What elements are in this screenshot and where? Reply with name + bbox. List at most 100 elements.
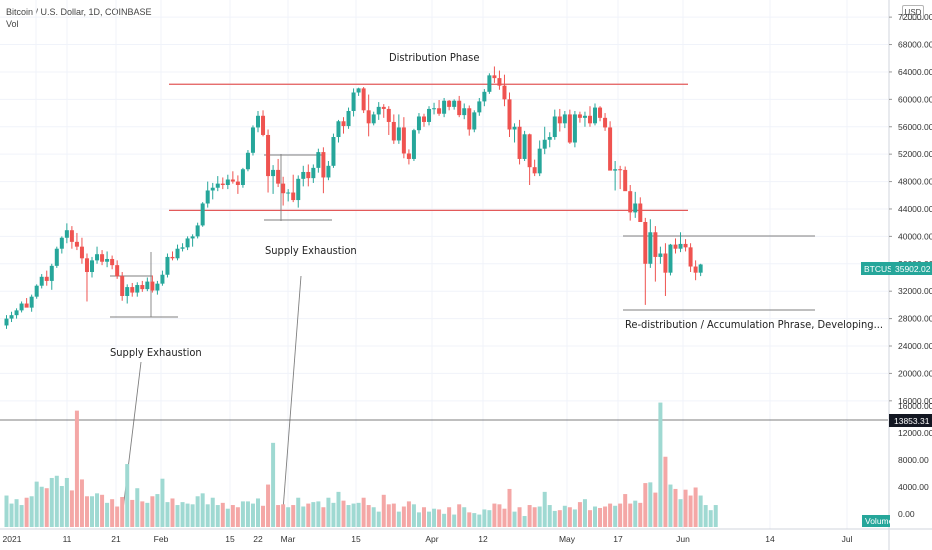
volume-bar-86 bbox=[437, 509, 442, 527]
candle-body-76 bbox=[386, 108, 391, 122]
volume-bar-22 bbox=[115, 506, 120, 527]
volume-bar-17 bbox=[90, 496, 95, 527]
volume-bar-106 bbox=[537, 506, 542, 527]
candle-body-125 bbox=[633, 203, 638, 213]
volume-bar-116 bbox=[587, 510, 592, 527]
volume-bar-121 bbox=[613, 505, 618, 527]
volume-bar-97 bbox=[492, 503, 497, 527]
candlesticks bbox=[4, 66, 703, 329]
volume-bar-25 bbox=[130, 499, 135, 527]
volume-bar-105 bbox=[532, 507, 537, 527]
candle-body-27 bbox=[140, 285, 145, 290]
price-tick-label-8: 40000.00 bbox=[898, 231, 932, 241]
candle-body-28 bbox=[145, 281, 150, 290]
volume-bar-44 bbox=[225, 508, 230, 527]
candle-body-24 bbox=[125, 287, 130, 296]
candle-body-68 bbox=[346, 110, 351, 127]
candle-body-39 bbox=[200, 203, 205, 226]
volume-bar-2 bbox=[14, 499, 19, 527]
volume-indicator-label[interactable]: Vol bbox=[6, 19, 19, 29]
volume-tick-label-0: 16000.00 bbox=[898, 401, 932, 411]
volume-bar-94 bbox=[477, 514, 482, 527]
candle-body-50 bbox=[256, 115, 260, 128]
currency-button[interactable]: USD bbox=[902, 5, 924, 20]
candle-body-73 bbox=[371, 114, 376, 124]
time-tick-label-5: 22 bbox=[253, 534, 263, 544]
candle-body-75 bbox=[381, 106, 386, 109]
candle-body-111 bbox=[562, 114, 567, 124]
volume-bar-81 bbox=[411, 504, 416, 527]
volume-bar-110 bbox=[557, 510, 562, 527]
candle-body-48 bbox=[245, 152, 250, 170]
candle-body-133 bbox=[673, 244, 678, 249]
candle-body-8 bbox=[44, 276, 49, 281]
time-tick-label-8: Apr bbox=[425, 534, 438, 544]
volume-bar-90 bbox=[457, 504, 462, 527]
volume-bar-6 bbox=[34, 481, 39, 527]
volume-bar-43 bbox=[220, 502, 225, 527]
volume-bar-12 bbox=[64, 477, 69, 527]
volume-bar-70 bbox=[356, 502, 361, 527]
candle-body-105 bbox=[532, 167, 537, 174]
candle-body-32 bbox=[165, 256, 170, 275]
candle-body-20 bbox=[105, 258, 110, 262]
volume-bar-27 bbox=[140, 501, 145, 527]
volume-bar-73 bbox=[371, 507, 376, 527]
candle-body-98 bbox=[497, 78, 502, 86]
price-tick-label-10: 32000.00 bbox=[898, 286, 932, 296]
volume-bar-75 bbox=[381, 494, 386, 527]
volume-badge-label: Volume bbox=[865, 516, 894, 526]
volume-bar-82 bbox=[416, 512, 421, 527]
candle-body-100 bbox=[507, 99, 512, 130]
candle-body-114 bbox=[577, 114, 582, 118]
volume-bar-36 bbox=[185, 503, 190, 527]
volume-bar-60 bbox=[306, 503, 311, 527]
volume-bar-52 bbox=[266, 484, 271, 527]
candle-body-59 bbox=[301, 171, 306, 179]
volume-bar-40 bbox=[205, 504, 210, 527]
candle-body-77 bbox=[391, 121, 396, 141]
volume-bar-31 bbox=[160, 478, 165, 527]
volume-tick-label-3: 4000.00 bbox=[898, 482, 929, 492]
price-tick-label-5: 52000.00 bbox=[898, 149, 932, 159]
volume-bar-29 bbox=[150, 496, 155, 527]
candle-body-70 bbox=[356, 88, 361, 93]
volume-bar-13 bbox=[69, 490, 74, 527]
candle-body-79 bbox=[401, 127, 406, 154]
candle-body-45 bbox=[230, 179, 235, 182]
candle-body-67 bbox=[341, 121, 346, 127]
candle-body-78 bbox=[396, 127, 401, 141]
volume-badge[interactable]: Volume bbox=[862, 515, 894, 527]
candle-body-117 bbox=[593, 107, 598, 124]
candle-body-40 bbox=[205, 190, 210, 204]
candle-body-7 bbox=[39, 276, 44, 286]
candle-body-38 bbox=[195, 225, 200, 237]
time-tick-label-1: 11 bbox=[63, 534, 72, 544]
volume-bar-23 bbox=[120, 496, 125, 527]
volume-bar-122 bbox=[618, 503, 623, 527]
volume-bar-66 bbox=[336, 491, 341, 527]
candle-body-83 bbox=[421, 116, 426, 122]
volume-bar-62 bbox=[316, 501, 321, 527]
volume-bar-130 bbox=[658, 402, 663, 527]
volume-bar-49 bbox=[250, 503, 255, 527]
chart-grid bbox=[0, 0, 888, 529]
candle-body-119 bbox=[603, 117, 608, 128]
candle-body-46 bbox=[235, 181, 240, 185]
volume-bar-89 bbox=[452, 514, 457, 527]
volume-bar-5 bbox=[29, 496, 34, 527]
time-tick-label-6: Mar bbox=[281, 534, 296, 544]
candle-body-132 bbox=[668, 244, 673, 273]
candle-body-23 bbox=[120, 276, 125, 296]
volume-bar-128 bbox=[648, 482, 653, 527]
volume-bar-125 bbox=[633, 500, 638, 527]
candle-body-136 bbox=[688, 247, 693, 267]
volume-bar-84 bbox=[427, 511, 432, 527]
time-tick-label-4: 15 bbox=[225, 534, 235, 544]
candle-body-53 bbox=[271, 169, 276, 177]
volume-bar-115 bbox=[582, 499, 587, 527]
candle-body-41 bbox=[210, 187, 215, 191]
candle-body-118 bbox=[598, 107, 603, 118]
